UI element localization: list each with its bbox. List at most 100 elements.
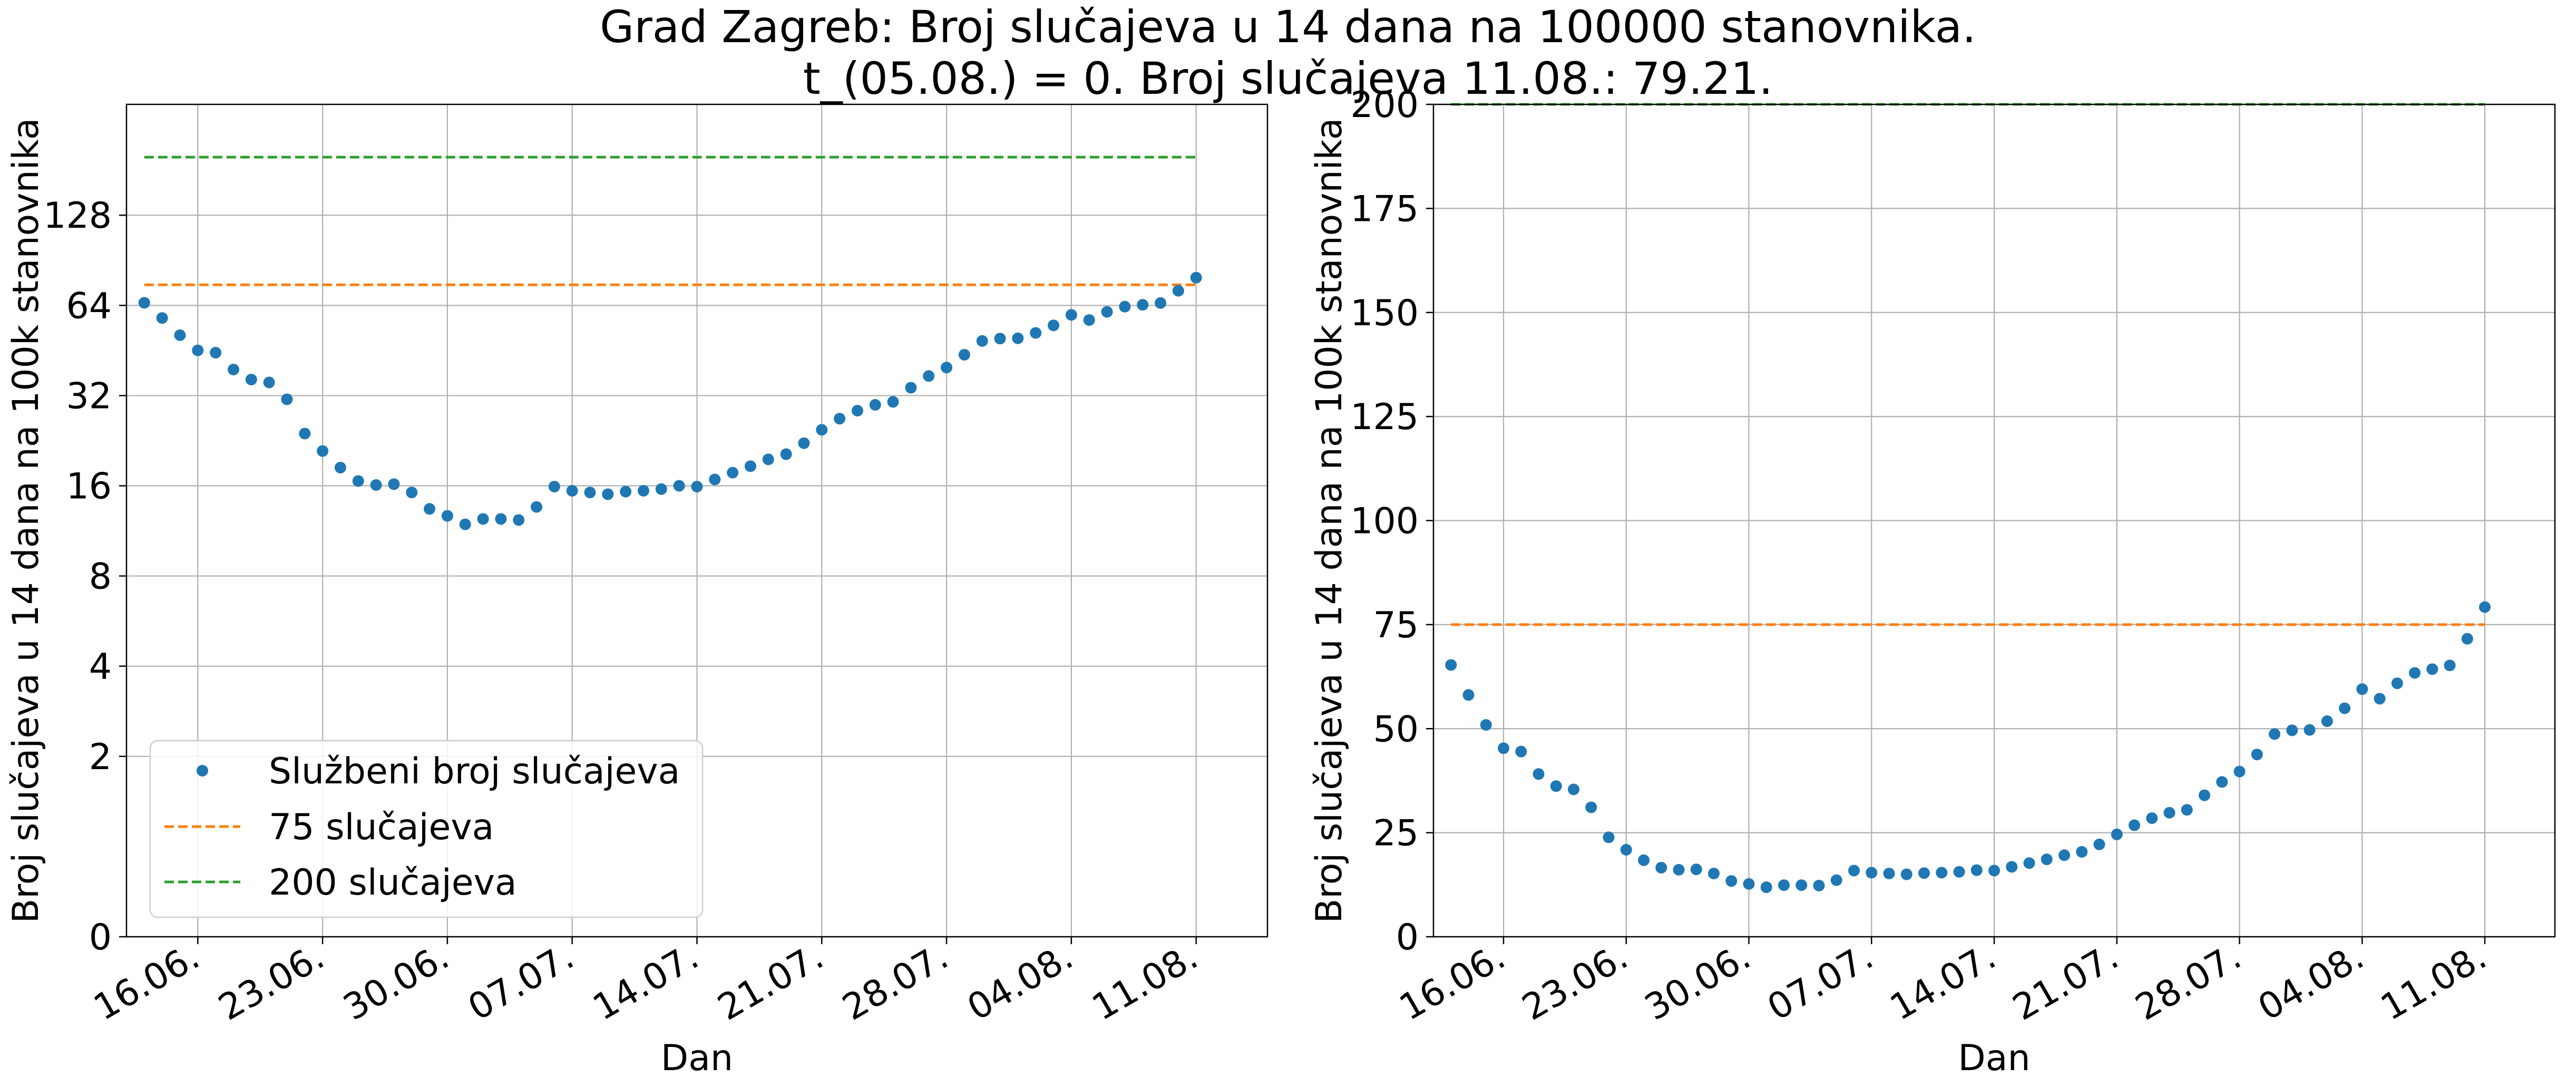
data-point (620, 486, 632, 498)
data-point (2233, 765, 2246, 778)
data-point (1620, 843, 1632, 856)
data-point (263, 376, 275, 389)
data-point (1813, 879, 1825, 891)
data-point (1498, 742, 1509, 754)
data-point (2076, 846, 2088, 858)
data-point (2023, 857, 2035, 869)
y-axis-label: Broj slučajeva u 14 dana na 100k stanovn… (5, 118, 47, 924)
data-point (227, 363, 239, 375)
data-point (513, 514, 525, 526)
y-tick-label: 200 (1350, 84, 1419, 126)
data-point (1048, 319, 1060, 332)
data-point (1848, 865, 1860, 877)
data-point (1708, 867, 1720, 879)
x-tick-label: 04.08. (2251, 936, 2371, 1029)
data-point (1673, 863, 1685, 876)
data-point (2163, 807, 2175, 819)
x-tick-label: 21.07. (711, 936, 831, 1029)
data-point (1568, 783, 1579, 795)
data-point (2146, 812, 2158, 824)
data-point (2058, 849, 2070, 861)
data-point (2041, 853, 2053, 866)
data-point (816, 424, 828, 436)
x-axis-label: Dan (1958, 1037, 2030, 1079)
x-tick-label: 23.06. (212, 936, 331, 1029)
data-point (994, 333, 1006, 345)
data-point (1655, 861, 1667, 874)
data-point (1936, 867, 1948, 879)
data-point (281, 393, 293, 405)
data-point (2356, 683, 2368, 695)
data-point (1480, 719, 1492, 731)
x-tick-label: 07.07. (1761, 936, 1880, 1029)
data-point (2374, 693, 2386, 705)
data-point (744, 460, 756, 472)
data-point (548, 481, 560, 493)
data-point (2286, 724, 2298, 736)
data-point (566, 484, 578, 497)
data-point (727, 467, 739, 479)
data-point (334, 462, 346, 474)
data-point (1638, 854, 1650, 866)
data-point (1533, 768, 1545, 780)
data-point (2339, 702, 2350, 714)
data-point (602, 488, 614, 500)
data-point (1172, 285, 1184, 297)
data-point (1101, 306, 1113, 318)
x-tick-label: 07.07. (461, 936, 581, 1029)
x-tick-label: 21.07. (2006, 936, 2125, 1029)
y-tick-label: 150 (1350, 293, 1419, 334)
y-tick-label: 4 (89, 646, 112, 688)
data-point (887, 396, 899, 408)
data-point (299, 428, 311, 440)
data-point (1083, 314, 1095, 326)
data-point (923, 370, 935, 382)
data-point (424, 503, 436, 515)
data-point (1462, 689, 1475, 701)
data-point (1155, 297, 1167, 309)
y-tick-label: 50 (1373, 709, 1419, 750)
legend-label: 200 slučajeva (269, 862, 517, 904)
data-point (1778, 879, 1790, 891)
x-tick-label: 14.07. (586, 936, 706, 1029)
x-tick-label: 04.08. (961, 936, 1080, 1029)
data-point (441, 510, 453, 522)
legend-label: Službeni broj slučajeva (269, 751, 680, 792)
data-point (495, 513, 507, 525)
data-point (1760, 881, 1772, 894)
data-point (691, 481, 703, 493)
data-point (1690, 863, 1702, 876)
x-axis-label: Dan (661, 1037, 733, 1079)
data-point (1550, 780, 1562, 792)
data-point (245, 373, 257, 385)
data-point (1970, 864, 1983, 876)
data-point (1012, 332, 1024, 344)
data-point (834, 413, 846, 425)
y-tick-label: 175 (1350, 188, 1419, 230)
y-tick-label: 0 (89, 917, 112, 958)
data-point (370, 479, 382, 491)
data-point (2129, 819, 2140, 831)
data-point (1585, 801, 1597, 813)
data-point (1900, 868, 1913, 880)
data-point (2321, 715, 2333, 727)
data-point (976, 335, 988, 347)
x-tick-label: 14.07. (1884, 936, 2003, 1029)
y-tick-label: 8 (89, 556, 112, 598)
data-point (210, 347, 222, 359)
data-point (2251, 749, 2263, 761)
legend-label: 75 slučajeva (269, 807, 494, 848)
data-point (1030, 327, 1042, 339)
data-point (905, 382, 917, 394)
x-tick-label: 28.07. (2129, 936, 2248, 1029)
x-tick-label: 11.08. (2374, 936, 2494, 1029)
data-point (762, 453, 774, 465)
data-point (192, 344, 204, 356)
y-tick-label: 100 (1350, 501, 1419, 542)
legend: Službeni broj slučajeva 75 slučajeva 200 s… (149, 740, 704, 918)
legend-marker (197, 765, 208, 777)
data-point (2479, 601, 2491, 613)
x-tick-label: 28.07. (836, 936, 955, 1029)
y-tick-label: 125 (1350, 396, 1419, 438)
